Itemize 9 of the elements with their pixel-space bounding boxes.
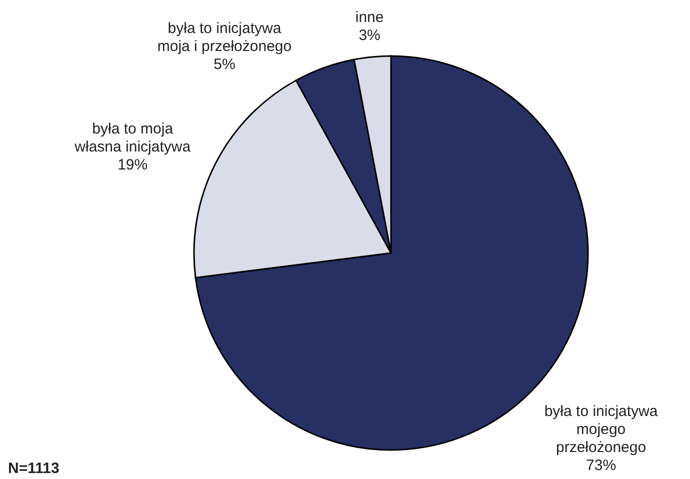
slice-label: inne: [355, 9, 384, 26]
data-label: 73%: [586, 457, 616, 474]
slice-label: była to inicjatywa mojego przełożonego: [544, 403, 658, 456]
text: N=1113: [8, 460, 60, 477]
slice-label: była to moja własna inicjatywa: [74, 120, 192, 156]
data-label: 3%: [358, 27, 380, 44]
data-label: 19%: [118, 156, 148, 174]
data-label: 5%: [214, 56, 236, 74]
slice-label: była to inicjatywa moja i przełożonego: [157, 20, 292, 56]
